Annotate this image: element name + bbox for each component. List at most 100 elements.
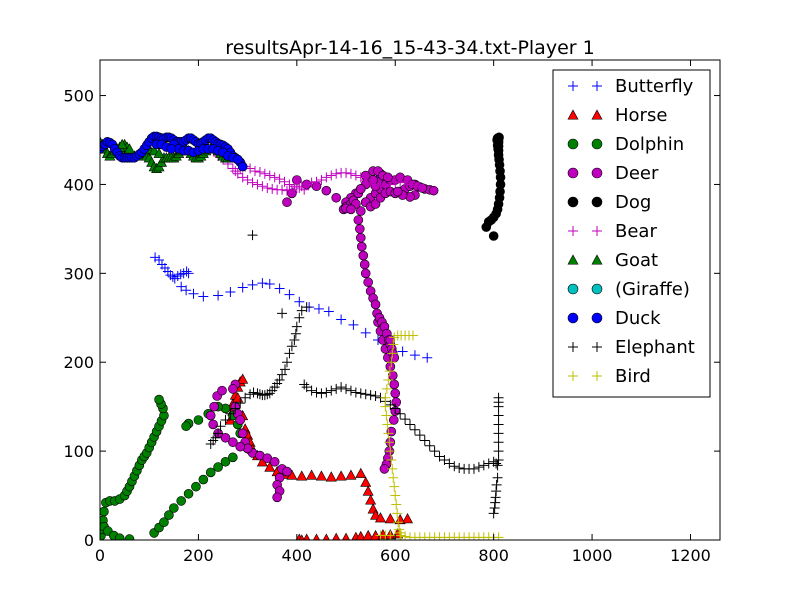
legend-item-butterfly: Butterfly — [568, 76, 694, 97]
point-bird — [388, 472, 399, 483]
point-elephant — [493, 437, 504, 448]
point-bear — [279, 176, 290, 187]
point-deer — [228, 384, 238, 394]
point-elephant — [277, 369, 288, 380]
point-bear — [247, 177, 258, 188]
point-bird — [390, 490, 401, 501]
point-bird — [393, 517, 404, 528]
point-dolphin — [169, 503, 179, 513]
point-horse — [306, 469, 318, 480]
legend-marker — [568, 342, 578, 352]
point-bear — [321, 172, 332, 183]
point-bear — [262, 183, 273, 193]
point-elephant — [454, 463, 465, 473]
legend-label: Dog — [615, 192, 651, 213]
point-bear — [237, 172, 248, 183]
x-tick-label: 800 — [478, 546, 509, 565]
point-elephant — [473, 462, 484, 473]
legend-item-bird: Bird — [568, 366, 651, 387]
point-dolphin — [213, 462, 223, 472]
point-butterfly — [397, 346, 408, 357]
legend-marker — [591, 283, 603, 295]
point-butterfly — [284, 289, 295, 300]
point-butterfly — [237, 282, 248, 293]
point-bear — [350, 170, 361, 181]
legend-marker — [591, 138, 603, 150]
point-elephant — [468, 463, 479, 474]
point-duck — [232, 154, 243, 165]
point-butterfly — [409, 350, 420, 361]
point-bear — [331, 168, 342, 179]
legend-marker — [567, 283, 579, 295]
point-deer — [356, 241, 367, 252]
y-tick-label: 0 — [84, 531, 94, 550]
legend: Butterfly Horse Dolphin Deer Dog Bear Goat (Gir… — [552, 69, 711, 398]
legend-label: Goat — [615, 250, 658, 271]
point-bear — [257, 181, 268, 192]
point-bear — [281, 185, 292, 196]
point-elephant — [409, 424, 420, 435]
point-elephant — [235, 398, 246, 409]
point-bear — [311, 176, 322, 187]
point-horse — [296, 470, 308, 481]
point-horse — [365, 494, 377, 505]
point-butterfly — [274, 283, 285, 294]
point-horse — [264, 461, 276, 472]
point-bear — [400, 177, 411, 188]
legend-box — [552, 69, 711, 398]
legend-label: Bear — [615, 221, 657, 242]
point-butterfly — [247, 279, 258, 290]
point-elephant — [493, 410, 504, 421]
legend-label: Butterfly — [615, 76, 694, 97]
point-horse — [355, 467, 367, 478]
point-elephant — [252, 388, 263, 399]
legend-marker — [567, 167, 579, 179]
series-duck — [100, 131, 248, 172]
point-butterfly — [198, 291, 209, 302]
point-bird — [383, 375, 394, 385]
legend-label: Bird — [615, 366, 651, 387]
point-deer — [217, 385, 227, 396]
x-tick-label: 1000 — [572, 546, 613, 565]
point-butterfly — [188, 288, 199, 299]
point-deer — [355, 184, 366, 194]
point-horse — [374, 512, 386, 523]
point-elephant — [492, 460, 503, 471]
point-deer — [282, 466, 292, 477]
point-elephant — [257, 390, 268, 401]
point-horse — [303, 533, 311, 540]
point-butterfly — [348, 319, 359, 330]
point-deer — [220, 432, 231, 443]
point-elephant — [321, 387, 332, 398]
point-deer — [355, 232, 366, 243]
point-bear — [395, 176, 406, 187]
point-deer — [205, 410, 216, 421]
point-deer — [355, 206, 366, 216]
point-dolphin — [198, 474, 209, 485]
point-deer — [346, 204, 356, 215]
point-elephant — [284, 348, 295, 359]
point-deer — [359, 259, 370, 270]
point-bear — [345, 168, 356, 179]
point-horse — [384, 513, 396, 524]
point-elephant — [289, 335, 300, 345]
legend-marker — [567, 138, 579, 150]
point-elephant — [220, 415, 231, 425]
legend-item-horse: Horse — [567, 105, 667, 126]
point-horse — [332, 532, 341, 540]
point-elephant — [316, 388, 327, 399]
legend-marker — [568, 226, 578, 236]
point-horse — [335, 470, 347, 481]
point-butterfly — [225, 287, 236, 297]
point-elephant — [341, 383, 352, 394]
point-bear — [294, 183, 305, 193]
point-bird — [387, 348, 398, 359]
point-elephant — [492, 472, 503, 483]
point-elephant — [400, 414, 411, 425]
point-bird — [381, 383, 392, 394]
series-elephant — [205, 230, 504, 519]
point-elephant — [429, 446, 440, 457]
y-tick-label: 400 — [63, 175, 94, 194]
point-deer — [209, 401, 219, 412]
point-horse — [342, 532, 351, 540]
